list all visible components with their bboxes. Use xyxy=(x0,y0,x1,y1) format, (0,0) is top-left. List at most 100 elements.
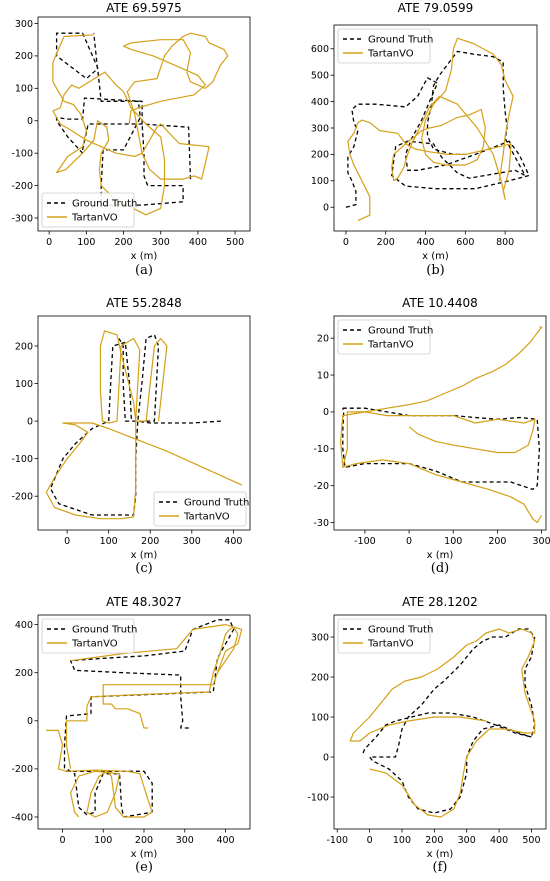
tartanvo-line xyxy=(349,628,536,818)
y-tick-label: -300 xyxy=(11,213,33,224)
legend-box xyxy=(153,491,247,527)
legend: Ground Truth TartanVO xyxy=(41,192,137,228)
x-tick-label: 0 xyxy=(64,536,70,547)
y-tick-label: 200 xyxy=(15,341,33,352)
plot-area xyxy=(345,37,530,221)
x-tick-label: 0 xyxy=(59,835,65,846)
x-tick-label: 500 xyxy=(226,237,244,248)
y-tick-label: 500 xyxy=(311,70,329,81)
x-tick-label: -100 xyxy=(354,536,376,547)
legend-label: Ground Truth xyxy=(72,625,137,636)
axes-frame xyxy=(333,315,547,531)
ground-truth-line xyxy=(362,628,536,814)
chart-title: ATE 10.4408 xyxy=(402,296,478,310)
x-axis-label: x (m) xyxy=(427,550,454,561)
legend-label: Ground Truth xyxy=(368,326,433,337)
y-tick-label: -20 xyxy=(313,481,329,492)
legend-label: TartanVO xyxy=(367,340,414,351)
plot-area xyxy=(45,330,242,520)
legend-label: TartanVO xyxy=(183,512,230,523)
x-tick-label: 300 xyxy=(152,237,170,248)
y-tick-label: -100 xyxy=(307,792,329,803)
legend: Ground Truth TartanVO xyxy=(41,618,137,654)
y-tick-label: 400 xyxy=(311,97,329,108)
legend-box xyxy=(337,28,431,64)
y-tick-label: -200 xyxy=(11,764,33,775)
legend-label: Ground Truth xyxy=(368,625,433,636)
x-axis-label: x (m) xyxy=(427,849,454,860)
panel-caption: (f) xyxy=(433,860,448,875)
x-tick-label: -100 xyxy=(326,835,348,846)
y-tick-label: -200 xyxy=(11,181,33,192)
legend: Ground Truth TartanVO xyxy=(153,491,249,527)
x-tick-label: 800 xyxy=(496,237,514,248)
x-tick-label: 400 xyxy=(216,835,234,846)
y-tick-label: 0 xyxy=(323,752,329,763)
y-tick-label: 200 xyxy=(311,150,329,161)
y-tick-label: 0 xyxy=(323,407,329,418)
panel-caption: (d) xyxy=(431,561,449,576)
tartanvo-line xyxy=(342,326,543,468)
y-tick-label: 0 xyxy=(27,416,33,427)
tartanvo-line xyxy=(347,37,514,221)
chart-title: ATE 48.3027 xyxy=(106,595,182,609)
legend-label: TartanVO xyxy=(71,639,118,650)
axes-frame xyxy=(37,16,251,232)
x-tick-label: 300 xyxy=(533,536,550,547)
legend-box xyxy=(41,618,135,654)
x-tick-label: 0 xyxy=(343,237,349,248)
y-tick-label: 200 xyxy=(15,668,33,679)
x-axis-label: x (m) xyxy=(422,251,449,262)
panel-e: ATE 48.3027 0 100 200 300 400 -400 -200 0 200 400 x… xyxy=(11,595,251,875)
panel-d: ATE 10.4408-100 0 100 200 300-30-20-1001020x… xyxy=(313,296,550,576)
legend: Ground Truth TartanVO xyxy=(337,28,433,64)
x-tick-label: 200 xyxy=(425,835,443,846)
x-tick-label: 100 xyxy=(100,536,118,547)
x-tick-label: 100 xyxy=(77,237,95,248)
y-tick-label: 200 xyxy=(311,672,329,683)
legend-label: Ground Truth xyxy=(72,199,137,210)
x-tick-label: 0 xyxy=(46,237,52,248)
x-tick-label: 100 xyxy=(94,835,112,846)
legend-label: TartanVO xyxy=(71,213,118,224)
x-tick-label: 200 xyxy=(114,237,132,248)
x-tick-label: 300 xyxy=(183,536,201,547)
y-tick-label: -10 xyxy=(313,444,329,455)
plot-area xyxy=(46,619,243,818)
y-tick-label: 10 xyxy=(317,370,329,381)
y-tick-label: 600 xyxy=(311,44,329,55)
y-tick-label: -30 xyxy=(313,518,329,529)
tartanvo-line xyxy=(45,330,242,520)
x-tick-label: 200 xyxy=(488,536,506,547)
plot-area xyxy=(340,326,543,524)
x-tick-label: 100 xyxy=(444,536,462,547)
x-tick-label: 400 xyxy=(490,835,508,846)
legend-label: Ground Truth xyxy=(184,498,249,509)
y-tick-label: 0 xyxy=(27,116,33,127)
axes-frame xyxy=(37,315,251,531)
chart-title: ATE 55.2848 xyxy=(106,296,182,310)
x-tick-label: 400 xyxy=(224,536,242,547)
panel-b: ATE 79.0599 0 200 400 600 800 0 100 200 300 400 500… xyxy=(311,1,538,278)
panel-c: ATE 55.2848 0 100 200 300 400 -200 -100 0 100 200 x… xyxy=(11,296,251,576)
chart-title: ATE 69.5975 xyxy=(106,1,182,15)
tartanvo-line xyxy=(340,411,543,524)
y-tick-label: 100 xyxy=(311,176,329,187)
x-tick-label: 500 xyxy=(522,835,540,846)
legend-box xyxy=(337,618,431,654)
tartanvo-line xyxy=(46,729,153,818)
plot-area xyxy=(349,628,536,818)
y-tick-label: -100 xyxy=(11,454,33,465)
x-tick-label: 400 xyxy=(416,237,434,248)
panel-caption: (e) xyxy=(135,860,153,875)
x-tick-label: 300 xyxy=(176,835,194,846)
legend-box xyxy=(41,192,135,228)
ground-truth-line xyxy=(55,32,192,206)
x-tick-label: 200 xyxy=(141,536,159,547)
chart-title: ATE 79.0599 xyxy=(398,1,474,15)
ground-truth-line xyxy=(345,50,530,208)
legend: Ground Truth TartanVO xyxy=(337,618,433,654)
x-tick-label: 100 xyxy=(393,835,411,846)
legend-label: TartanVO xyxy=(367,639,414,650)
